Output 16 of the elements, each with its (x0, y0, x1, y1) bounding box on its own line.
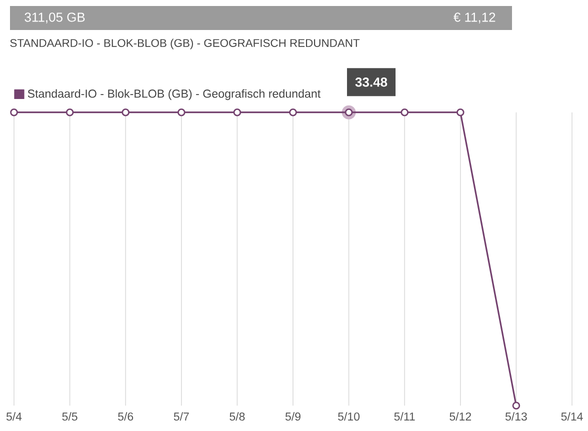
x-tick-label: 5/5 (62, 412, 78, 421)
x-tick-label: 5/13 (505, 412, 527, 421)
annotation: 33.48 (355, 78, 388, 87)
x-tick-label: 5/6 (118, 412, 134, 421)
chart-title: 311,05 GB (24, 12, 85, 24)
x-tick-label: 5/4 (6, 412, 22, 421)
x-tick-label: 5/10 (338, 412, 360, 421)
x-tick-label: 5/12 (450, 412, 472, 421)
text: € 11,12 (453, 12, 496, 24)
chart-subtitle: STANDAARD-IO - BLOK-BLOB (GB) - GEOGRAFISCH REDUNDANT (10, 38, 360, 50)
x-tick-label: 5/9 (285, 412, 300, 421)
x-tick-label: 5/7 (174, 412, 189, 421)
x-tick-label: 5/14 (561, 412, 583, 421)
legend-label: Standaard-IO - Blok-BLOB (GB) - Geografisch redundant (28, 89, 321, 100)
x-tick-label: 5/11 (394, 412, 415, 421)
x-tick-label: 5/8 (230, 412, 245, 421)
